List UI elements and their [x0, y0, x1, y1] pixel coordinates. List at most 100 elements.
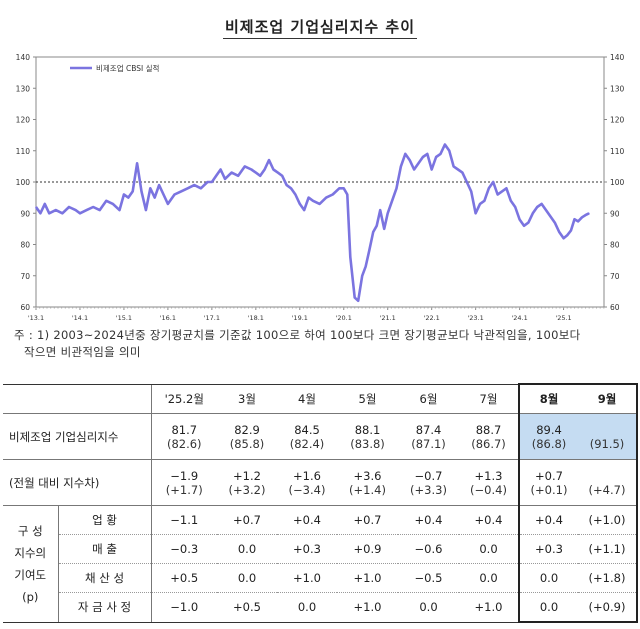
cbsi-data-point: [563, 237, 565, 239]
cbsi-cell-highlight: (91.5): [578, 413, 638, 460]
cbsi-data-point: [581, 216, 583, 218]
cbsi-data-point: [105, 200, 107, 202]
y-tick-label-left: 80: [20, 241, 30, 250]
contrib-cell: −0.6: [398, 534, 459, 564]
cbsi-data-point: [466, 181, 468, 183]
contrib-label: 채 산 성: [57, 563, 151, 593]
header-month: 4월: [277, 383, 337, 414]
x-tick-label: '25.1: [555, 314, 571, 320]
cbsi-data-point: [444, 143, 446, 146]
y-tick-label-right: 70: [610, 272, 620, 281]
y-tick-label-right: 60: [610, 303, 620, 312]
cbsi-data-point: [549, 215, 552, 217]
cbsi-data-point: [497, 193, 499, 196]
y-tick-label-left: 120: [16, 116, 31, 125]
contrib-cell: +1.0: [337, 563, 398, 593]
header-month: 5월: [337, 383, 398, 414]
x-tick-label: '17.1: [204, 314, 220, 320]
diff-cell: (+4.7): [578, 459, 638, 506]
x-tick-label: '13.1: [28, 314, 44, 320]
contrib-cell: +1.0: [337, 592, 398, 623]
contrib-cell: −0.3: [150, 534, 217, 564]
cbsi-data-point: [286, 184, 288, 186]
x-tick-label: '18.1: [248, 314, 264, 320]
cbsi-data-point: [391, 200, 393, 202]
contrib-cell: +0.9: [337, 534, 398, 564]
cbsi-data-point: [379, 209, 381, 211]
contrib-cell: +0.7: [217, 505, 277, 535]
y-tick-label-right: 140: [610, 53, 625, 62]
footnote: 주 : 1) 2003~2024년중 장기평균치를 기준값 100으로 하여 1…: [14, 327, 634, 361]
cbsi-data-point: [86, 209, 88, 211]
cbsi-data-point: [231, 172, 233, 174]
cbsi-data-point: [387, 212, 389, 214]
x-tick-label: '15.1: [116, 314, 132, 320]
contrib-cell: −0.5: [398, 563, 459, 593]
cbsi-data-point: [237, 175, 239, 177]
cbsi-data-point: [136, 162, 138, 164]
cbsi-series-line: [34, 143, 590, 303]
header-month: 6월: [398, 383, 459, 414]
contrib-label: 업 황: [57, 505, 151, 535]
y-tick-label-left: 100: [16, 178, 31, 187]
cbsi-data-point: [112, 203, 114, 205]
y-tick-label-right: 120: [610, 116, 625, 125]
cbsi-data-point: [259, 175, 261, 177]
contrib-cell: 0.0: [518, 563, 578, 593]
x-tick-label: '16.1: [160, 314, 176, 320]
cbsi-data-point: [536, 206, 538, 208]
cbsi-data-point: [312, 200, 314, 202]
cbsi-data-point: [332, 193, 334, 196]
cbsi-data-point: [167, 203, 169, 205]
contrib-cell: +0.3: [277, 534, 337, 564]
diff-row-label: (전월 대비 지수차): [3, 459, 151, 506]
cbsi-data-point: [566, 234, 568, 236]
cbsi-data-point: [140, 190, 143, 192]
contrib-cell: 0.0: [459, 563, 519, 593]
cbsi-cell: 82.9 (85.8): [217, 413, 277, 460]
contrib-cell: 0.0: [459, 534, 519, 564]
x-tick-label: '23.1: [467, 314, 483, 320]
contrib-cell: +0.7: [337, 505, 398, 535]
cbsi-data-point: [325, 197, 327, 199]
cbsi-data-point: [272, 168, 274, 171]
cbsi-data-point: [44, 203, 46, 205]
y-tick-label-right: 110: [610, 147, 625, 156]
contrib-cell: 0.0: [518, 592, 578, 623]
cbsi-data-point: [215, 175, 217, 177]
cbsi-cell: 84.5 (82.4): [277, 413, 337, 460]
y-tick-label-right: 100: [610, 178, 625, 187]
x-tick-label: '14.1: [72, 314, 88, 320]
cbsi-data-point: [154, 197, 156, 199]
cbsi-data-point: [299, 203, 301, 205]
cbsi-data-point: [448, 150, 450, 152]
cbsi-line-chart: 60 60 70 70 80 80 90 90 100 100 110 110 120 120 130 130…: [16, 53, 625, 320]
cbsi-data-point: [417, 162, 420, 164]
contrib-cell: (+1.1): [578, 534, 638, 564]
x-tick-label: '19.1: [292, 314, 308, 320]
cbsi-data-point: [501, 190, 503, 192]
y-tick-label-right: 80: [610, 241, 620, 250]
diff-cell: +1.3 (−0.4): [459, 459, 519, 506]
cbsi-data-point: [554, 222, 556, 224]
contrib-group-label: 구 성 지수의 기여도 (p): [3, 505, 58, 623]
cbsi-data-point: [220, 168, 222, 171]
cbsi-data-point: [55, 209, 57, 211]
contrib-row: 매 출 −0.3 0.0 +0.3 +0.9 −0.6 0.0 +0.3 (+1…: [3, 534, 638, 564]
contrib-cell: (+0.9): [578, 592, 638, 623]
cbsi-data-point: [303, 209, 305, 211]
cbsi-row-label: 비제조업 기업심리지수: [3, 413, 151, 460]
contrib-cell: +0.4: [459, 505, 519, 535]
cbsi-data-point: [211, 181, 213, 183]
cbsi-data-point: [404, 153, 406, 155]
cbsi-data-point: [244, 165, 246, 167]
cbsi-data-point: [250, 168, 252, 171]
cbsi-data-point: [145, 209, 147, 211]
contrib-cell: 0.0: [217, 534, 277, 564]
diff-cell: −0.7 (+3.3): [398, 459, 459, 506]
contrib-cell: +1.0: [459, 592, 519, 623]
cbsi-data-point: [541, 203, 543, 205]
cbsi-data-point: [343, 187, 345, 189]
contrib-cell: −1.0: [150, 592, 217, 623]
contrib-label: 매 출: [57, 534, 151, 564]
